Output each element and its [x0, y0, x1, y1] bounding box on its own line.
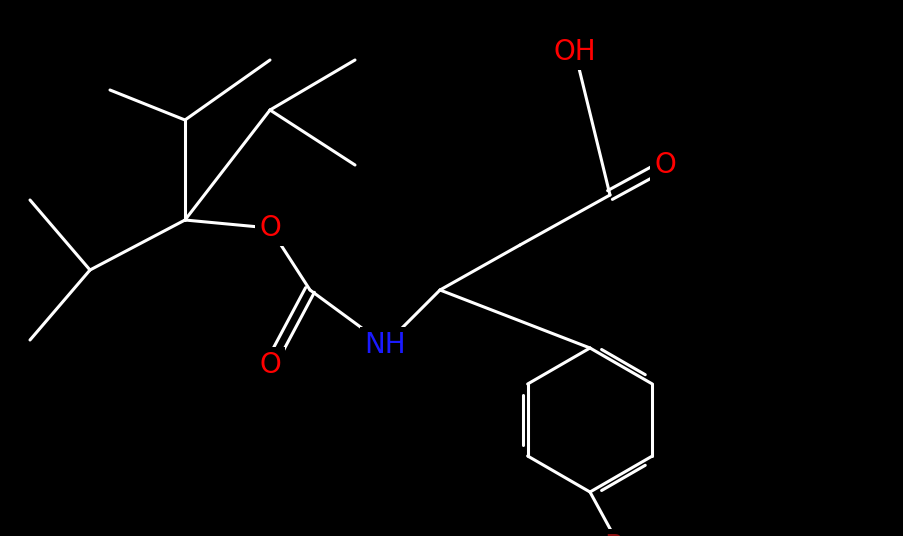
Text: O: O [654, 151, 675, 179]
Text: O: O [259, 351, 281, 379]
Text: OH: OH [553, 38, 596, 66]
Text: O: O [259, 214, 281, 242]
Text: Br: Br [604, 533, 635, 536]
Text: NH: NH [364, 331, 405, 359]
